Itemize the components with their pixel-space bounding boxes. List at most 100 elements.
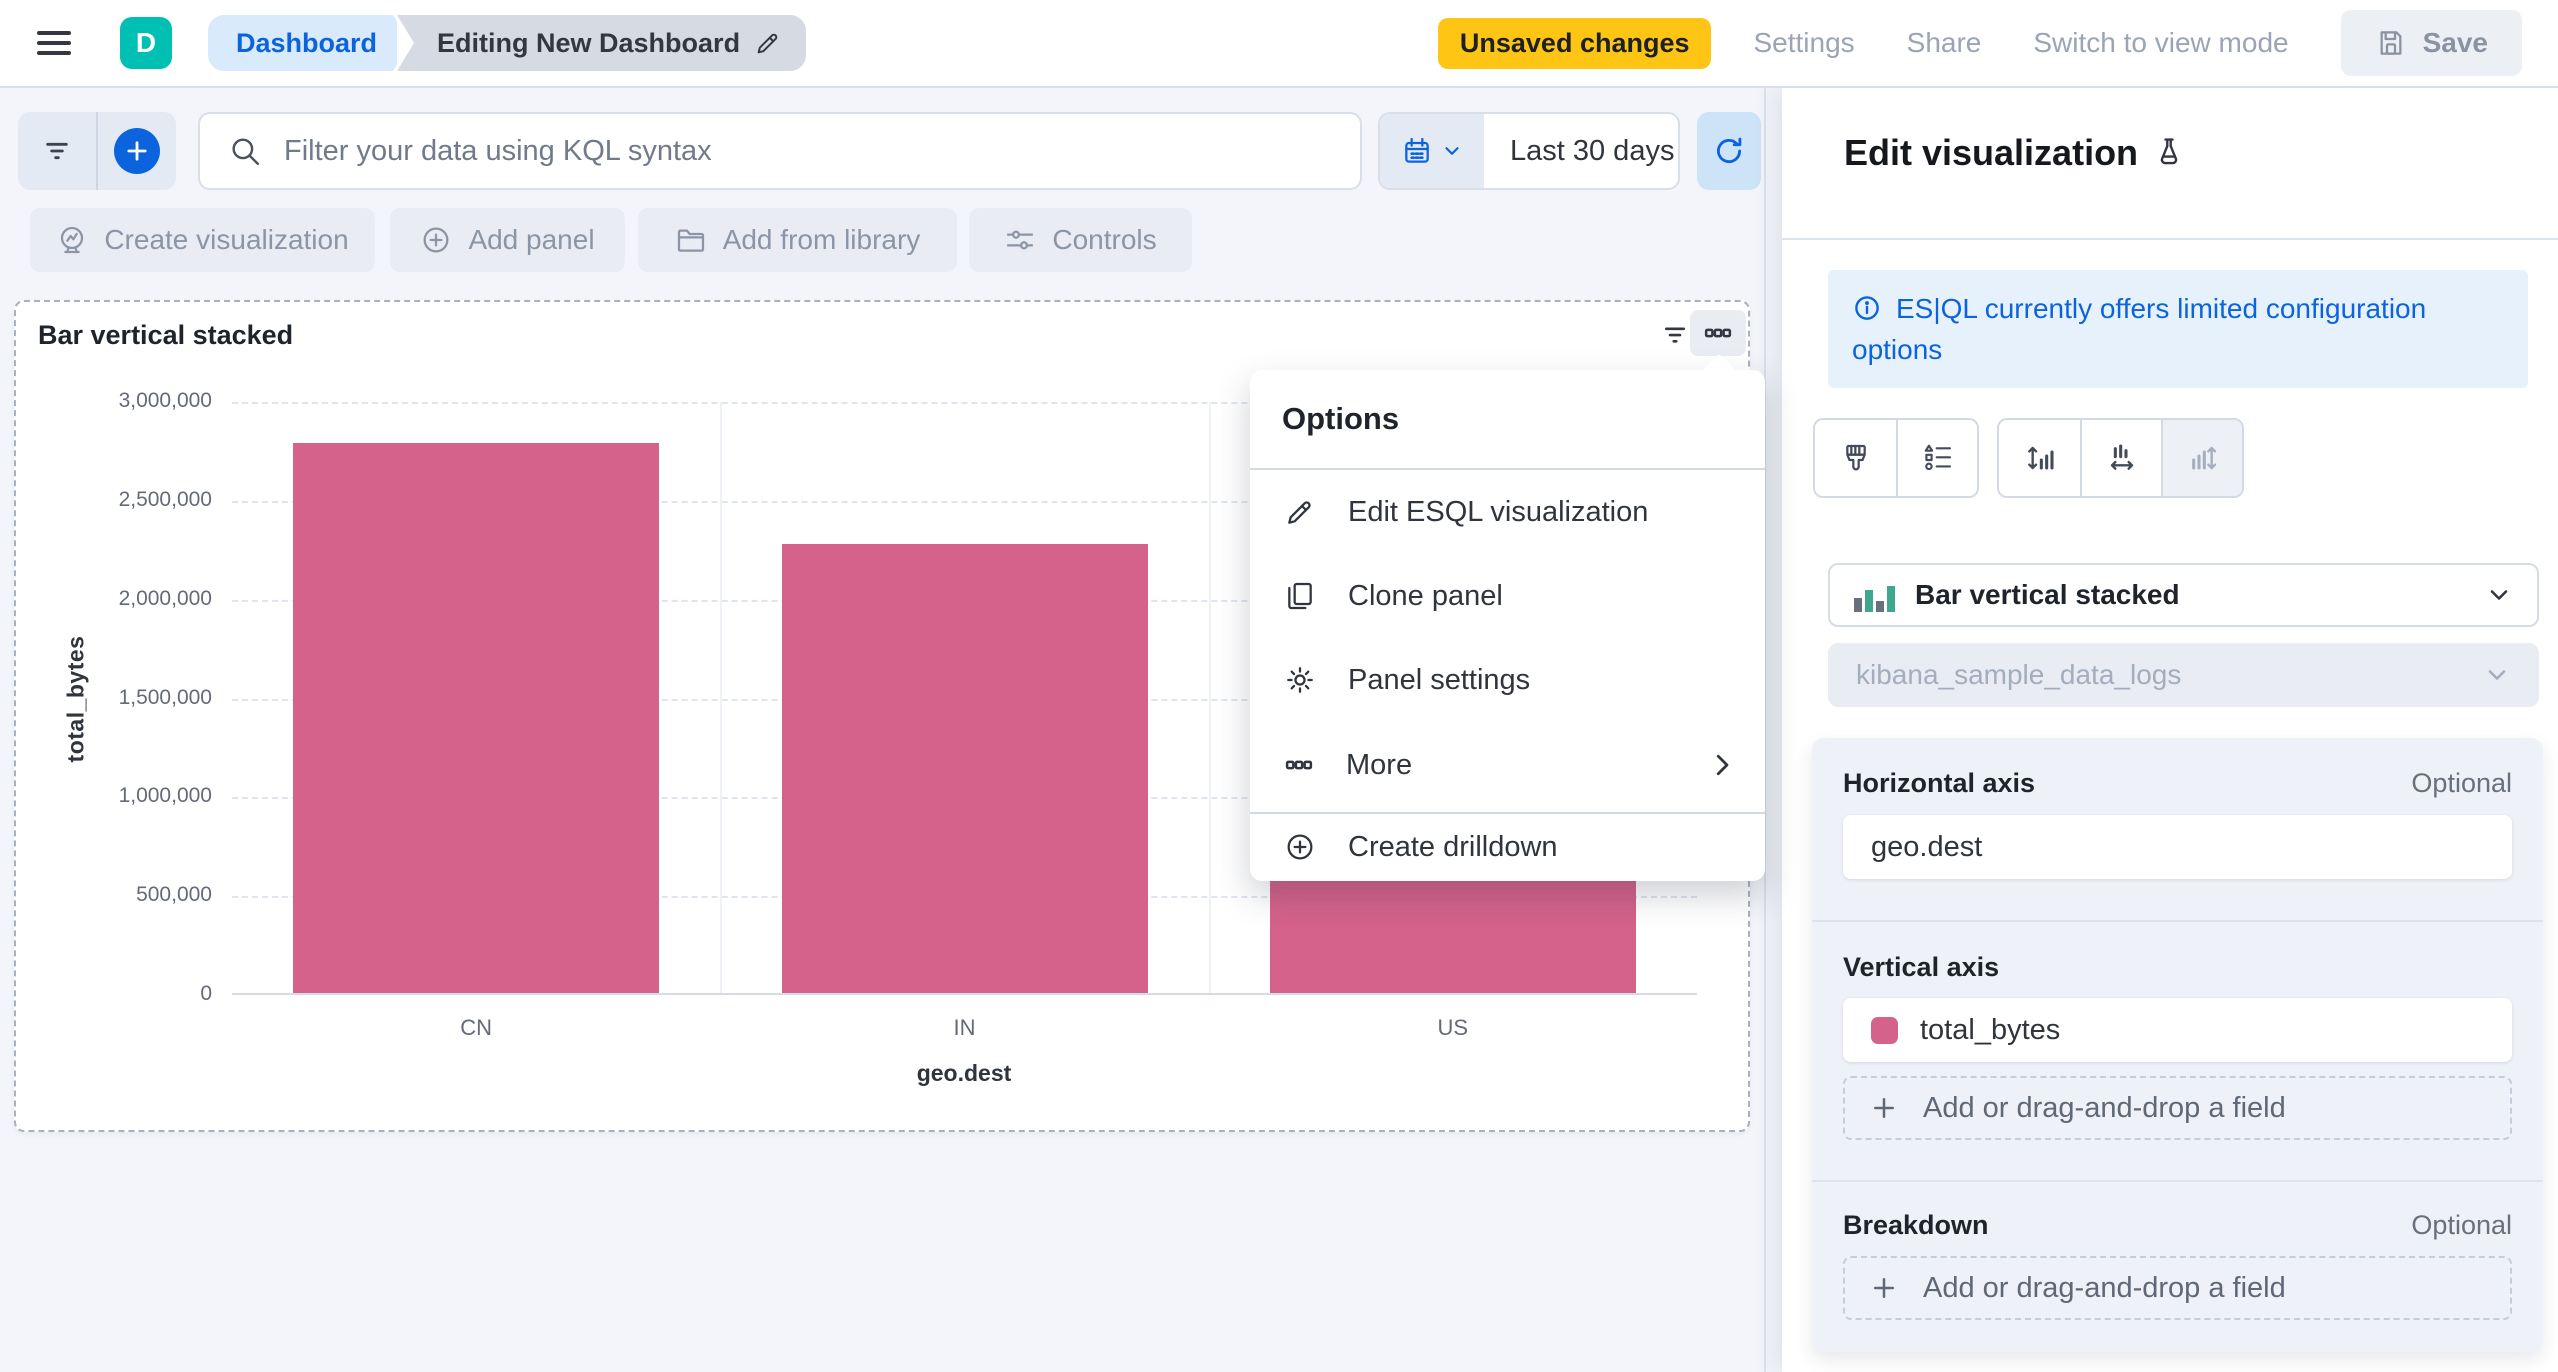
paintbrush-icon <box>1840 442 1872 474</box>
y-tick-label: 2,000,000 <box>118 586 212 610</box>
settings-link[interactable]: Settings <box>1753 27 1855 58</box>
y-tick-label: 1,000,000 <box>118 784 212 808</box>
menu-item-label: Edit ESQL visualization <box>1348 495 1649 528</box>
breakdown-add-field[interactable]: Add or drag-and-drop a field <box>1843 1256 2512 1320</box>
esql-callout: ES|QL currently offers limited configura… <box>1828 270 2528 388</box>
y-tick-label: 1,500,000 <box>118 685 212 709</box>
section-divider <box>1812 920 2543 922</box>
menu-item-panel-settings[interactable]: Panel settings <box>1250 638 1765 722</box>
kql-search-input[interactable]: Filter your data using KQL syntax <box>198 112 1362 190</box>
menu-item-create-drilldown[interactable]: Create drilldown <box>1250 814 1765 880</box>
refresh-button[interactable] <box>1697 112 1761 190</box>
legend-settings-button[interactable] <box>1896 420 1977 496</box>
horizontal-axis-label: Horizontal axis <box>1843 768 2036 798</box>
chevron-right-icon <box>1707 750 1737 780</box>
axes-disabled-button <box>2161 420 2242 496</box>
breakdown-label: Breakdown <box>1843 1210 1989 1240</box>
date-quick-select-button[interactable] <box>1380 114 1484 188</box>
y-tick-label: 2,500,000 <box>118 487 212 511</box>
lens-icon <box>56 224 88 256</box>
time-range-button[interactable]: Last 30 days <box>1510 134 1675 167</box>
folder-icon <box>675 224 707 256</box>
chart-type-value: Bar vertical stacked <box>1915 579 2180 610</box>
beaker-icon <box>2152 136 2186 170</box>
horizontal-axis-optional: Optional <box>2411 768 2512 798</box>
vertical-axis-label: Vertical axis <box>1843 952 2000 982</box>
share-link[interactable]: Share <box>1906 27 1982 58</box>
copy-icon <box>1284 580 1316 612</box>
breadcrumb-current[interactable]: Editing New Dashboard <box>397 15 807 71</box>
menu-item-more[interactable]: More <box>1250 723 1765 807</box>
vertical-orientation-button[interactable] <box>1999 420 2080 496</box>
chevron-down-icon <box>2483 661 2511 689</box>
x-tick-label: US <box>1437 1015 1469 1040</box>
filter-menu-button[interactable] <box>18 112 96 190</box>
series-color-swatch <box>1871 1016 1898 1044</box>
unsaved-changes-badge: Unsaved changes <box>1437 17 1712 69</box>
add-filter-button[interactable] <box>96 112 176 190</box>
pencil-icon <box>1284 496 1316 528</box>
gridline <box>232 402 1697 404</box>
add-panel-button[interactable]: Add panel <box>390 208 625 272</box>
panel-filter-icon[interactable] <box>1660 320 1690 350</box>
breadcrumb-current-label: Editing New Dashboard <box>437 27 741 58</box>
gear-icon <box>1284 664 1316 696</box>
date-picker: Last 30 days <box>1378 112 1680 190</box>
horizontal-axis-field[interactable]: geo.dest <box>1843 815 2512 879</box>
controls-label: Controls <box>1052 224 1157 255</box>
orientation-button-group <box>1997 418 2244 498</box>
bar-CN[interactable] <box>293 443 660 993</box>
panel-title: Bar vertical stacked <box>38 320 294 350</box>
chart-type-select[interactable]: Bar vertical stacked <box>1828 563 2539 627</box>
breadcrumb: Dashboard Editing New Dashboard <box>208 15 807 71</box>
paintbrush-button[interactable] <box>1815 420 1896 496</box>
filter-controls <box>18 112 176 190</box>
edit-toolbar: Create visualization Add panel Add from … <box>0 208 1766 272</box>
vertical-gridline <box>720 402 723 993</box>
menu-item-clone-panel[interactable]: Clone panel <box>1250 554 1765 638</box>
vertical-gridline <box>1208 402 1211 993</box>
data-source-value: kibana_sample_data_logs <box>1856 659 2182 690</box>
space-avatar[interactable]: D <box>120 17 172 69</box>
create-visualization-label: Create visualization <box>104 224 349 255</box>
options-popover-title: Options <box>1250 370 1765 470</box>
x-tick-label: CN <box>460 1015 493 1040</box>
panel-options-button[interactable] <box>1690 310 1746 356</box>
bar-IN[interactable] <box>781 544 1148 993</box>
info-icon <box>1852 293 1882 323</box>
save-icon <box>2375 27 2407 59</box>
add-field-placeholder: Add or drag-and-drop a field <box>1923 1091 2286 1124</box>
y-tick-label: 500,000 <box>136 883 212 907</box>
menu-item-label: More <box>1346 748 1413 781</box>
plus-icon <box>114 128 160 174</box>
esql-callout-text: ES|QL currently offers limited configura… <box>1852 293 2427 365</box>
save-button[interactable]: Save <box>2340 10 2522 76</box>
horizontal-orientation-button[interactable] <box>2080 420 2161 496</box>
edit-pencil-icon[interactable] <box>754 29 782 57</box>
switch-view-mode-link[interactable]: Switch to view mode <box>2033 27 2289 58</box>
x-axis-title: geo.dest <box>916 1060 1012 1086</box>
vertical-axis-add-field[interactable]: Add or drag-and-drop a field <box>1843 1076 2512 1140</box>
plus-circle-icon <box>420 224 452 256</box>
controls-button[interactable]: Controls <box>969 208 1192 272</box>
vertical-axis-field[interactable]: total_bytes <box>1843 998 2512 1062</box>
search-placeholder: Filter your data using KQL syntax <box>284 134 712 167</box>
breadcrumb-dashboard[interactable]: Dashboard <box>208 15 411 71</box>
menu-divider <box>1250 812 1765 814</box>
menu-item-edit-esql[interactable]: Edit ESQL visualization <box>1250 470 1765 554</box>
add-field-placeholder: Add or drag-and-drop a field <box>1923 1271 2286 1304</box>
create-visualization-button[interactable]: Create visualization <box>30 208 375 272</box>
legend-list-icon <box>1922 442 1954 474</box>
style-button-group <box>1813 418 1979 498</box>
add-from-library-button[interactable]: Add from library <box>638 208 957 272</box>
flyout-title-label: Edit visualization <box>1844 132 2139 173</box>
y-tick-label: 3,000,000 <box>118 389 212 412</box>
data-source-select: kibana_sample_data_logs <box>1828 643 2539 707</box>
menu-hamburger-icon[interactable] <box>34 23 74 63</box>
menu-item-label: Clone panel <box>1348 579 1503 612</box>
plus-icon <box>1869 1273 1899 1303</box>
menu-item-label: Panel settings <box>1348 663 1531 696</box>
x-tick-label: IN <box>953 1015 976 1040</box>
top-header: D Dashboard Editing New Dashboard Unsave… <box>0 0 2558 88</box>
